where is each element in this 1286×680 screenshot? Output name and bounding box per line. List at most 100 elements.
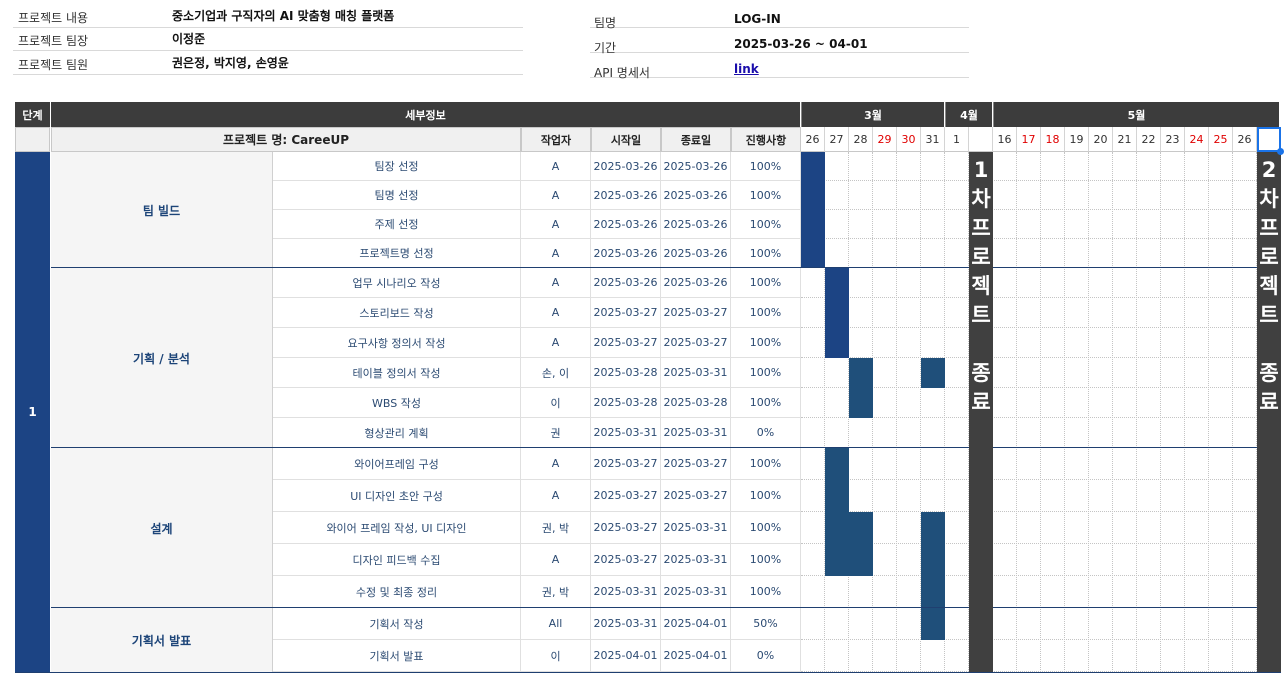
date-header-cell: 26 xyxy=(801,127,825,152)
task-start: 2025-03-27 xyxy=(591,298,661,328)
task-name: 디자인 피드백 수집 xyxy=(273,544,521,576)
header-end: 종료일 xyxy=(661,127,731,152)
task-start: 2025-03-27 xyxy=(591,448,661,480)
task-worker: A xyxy=(521,152,591,181)
gantt-bar xyxy=(849,512,873,544)
task-start: 2025-03-31 xyxy=(591,576,661,608)
gantt-bar xyxy=(825,268,849,298)
gantt-row-line xyxy=(801,209,1281,210)
task-name: 요구사항 정의서 작성 xyxy=(273,328,521,358)
date-header-cell: 24 xyxy=(1185,127,1209,152)
group-separator xyxy=(51,607,1281,608)
gantt-bar xyxy=(801,239,825,268)
milestone-char: 로 xyxy=(971,245,991,269)
info-label: 기간 xyxy=(594,41,617,55)
milestone-char: 젝 xyxy=(1259,274,1279,298)
task-progress: 100% xyxy=(731,512,801,544)
info-label: 프로젝트 팀장 xyxy=(18,34,89,48)
milestone-char: 2 xyxy=(1261,158,1277,182)
gantt-row-line xyxy=(801,297,1281,298)
task-worker: 손, 이 xyxy=(521,358,591,388)
task-end: 2025-03-27 xyxy=(661,298,731,328)
gantt-bar xyxy=(849,544,873,576)
info-value: 이정준 xyxy=(172,32,206,46)
month-march: 3월 xyxy=(801,102,944,127)
date-header-cell: 31 xyxy=(921,127,945,152)
task-start: 2025-03-27 xyxy=(591,544,661,576)
date-header-cell: 26 xyxy=(1233,127,1257,152)
date-header-cell: 21 xyxy=(1113,127,1137,152)
task-worker: A xyxy=(521,210,591,239)
milestone-char: 종 xyxy=(1259,361,1279,385)
task-progress: 100% xyxy=(731,181,801,210)
task-name: 스토리보드 작성 xyxy=(273,298,521,328)
gantt-col-line xyxy=(848,152,849,672)
task-progress: 100% xyxy=(731,388,801,418)
gantt-bar xyxy=(849,358,873,388)
task-progress: 100% xyxy=(731,358,801,388)
gantt-col-line xyxy=(824,152,825,672)
api-spec-link[interactable]: link xyxy=(734,62,759,76)
info-value: 권은정, 박지영, 손영윤 xyxy=(172,56,289,70)
task-end: 2025-03-27 xyxy=(661,480,731,512)
task-end: 2025-03-26 xyxy=(661,210,731,239)
task-end: 2025-04-01 xyxy=(661,640,731,672)
task-worker: All xyxy=(521,608,591,640)
task-name: 주제 선정 xyxy=(273,210,521,239)
task-worker: A xyxy=(521,480,591,512)
milestone-char: 차 xyxy=(1259,187,1279,211)
gantt-col-line xyxy=(944,152,945,672)
selected-cell[interactable] xyxy=(1257,127,1281,152)
selection-handle[interactable] xyxy=(1277,148,1284,155)
gantt-row-line xyxy=(801,417,1281,418)
gantt-col-line xyxy=(1184,152,1185,672)
gantt-col-line xyxy=(1160,152,1161,672)
gantt-bar xyxy=(801,152,825,181)
task-start: 2025-03-28 xyxy=(591,358,661,388)
date-header-cell: 23 xyxy=(1161,127,1185,152)
gantt-col-line xyxy=(1256,152,1257,672)
date-header-cell: 29 xyxy=(873,127,897,152)
task-start: 2025-03-26 xyxy=(591,181,661,210)
info-label: 프로젝트 팀원 xyxy=(18,58,89,72)
milestone-char: 로 xyxy=(1259,245,1279,269)
date-header-cell: 17 xyxy=(1017,127,1041,152)
task-start: 2025-03-27 xyxy=(591,512,661,544)
info-row-left xyxy=(13,52,523,75)
gantt-row-line xyxy=(801,357,1281,358)
date-header-cell: 22 xyxy=(1137,127,1161,152)
task-worker: A xyxy=(521,239,591,268)
date-header-cell: 28 xyxy=(849,127,873,152)
info-value: 중소기업과 구직자의 AI 맞춤형 매칭 플랫폼 xyxy=(172,9,395,23)
task-progress: 100% xyxy=(731,480,801,512)
header-start: 시작일 xyxy=(591,127,661,152)
task-name: 프로젝트명 선정 xyxy=(273,239,521,268)
group-separator xyxy=(51,447,1281,448)
table-bottom-border xyxy=(15,672,1281,673)
task-worker: A xyxy=(521,181,591,210)
group-cell: 설계 xyxy=(51,448,273,608)
task-name: UI 디자인 초안 구성 xyxy=(273,480,521,512)
task-start: 2025-03-28 xyxy=(591,388,661,418)
gantt-col-line xyxy=(896,152,897,672)
date-header-cell: 19 xyxy=(1065,127,1089,152)
milestone-char: 료 xyxy=(971,390,991,414)
gantt-bar xyxy=(825,448,849,480)
milestone-char: 트 xyxy=(971,303,991,327)
gantt-col-line xyxy=(1112,152,1113,672)
task-start: 2025-03-27 xyxy=(591,328,661,358)
task-end: 2025-04-01 xyxy=(661,608,731,640)
info-row-left xyxy=(13,28,523,51)
gantt-bar xyxy=(825,328,849,358)
task-start: 2025-04-01 xyxy=(591,640,661,672)
milestone-char xyxy=(977,330,984,359)
info-label: 프로젝트 내용 xyxy=(18,11,89,25)
task-progress: 100% xyxy=(731,268,801,298)
task-worker: 권, 박 xyxy=(521,576,591,608)
gantt-col-line xyxy=(920,152,921,672)
task-end: 2025-03-28 xyxy=(661,388,731,418)
task-progress: 100% xyxy=(731,239,801,268)
